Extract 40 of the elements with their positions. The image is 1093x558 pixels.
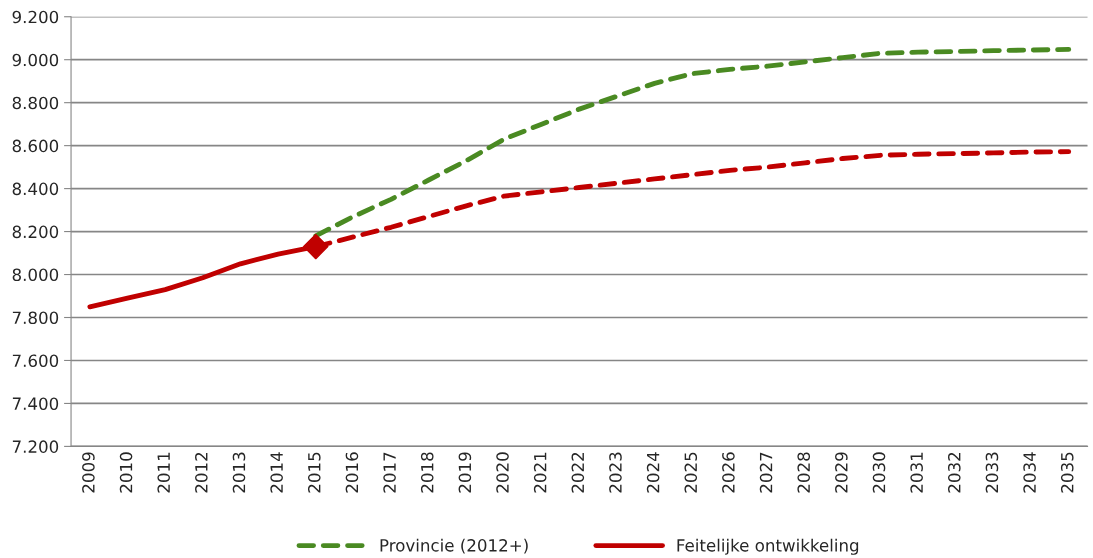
x-tick-label: 2022 <box>571 452 585 493</box>
x-tick-label: 2029 <box>835 452 848 493</box>
x-tick-label: 2020 <box>496 452 509 493</box>
x-tick-label: 2009 <box>82 452 95 493</box>
y-tick-label: 8.800 <box>12 96 59 110</box>
x-tick-label: 2027 <box>759 452 773 493</box>
x-tick-label: 2032 <box>948 452 961 493</box>
x-tick-label: 2012 <box>195 452 208 493</box>
y-tick-label: 8.600 <box>12 139 59 153</box>
x-tick-label: 2031 <box>910 452 923 493</box>
x-tick-label: 2030 <box>872 452 886 493</box>
x-tick-label: 2019 <box>458 452 472 493</box>
legend-label: Feitelijke ontwikkeling <box>677 538 859 555</box>
x-tick-label: 2034 <box>1023 452 1036 493</box>
x-tick-label: 2023 <box>609 452 622 493</box>
x-tick-label: 2033 <box>985 452 999 493</box>
x-tick-label: 2011 <box>157 452 170 493</box>
x-tick-label: 2035 <box>1060 452 1074 493</box>
y-tick-label: 8.200 <box>12 225 59 239</box>
y-tick-label: 8.400 <box>12 182 59 196</box>
x-tick-label: 2018 <box>420 452 434 493</box>
x-tick-label: 2015 <box>307 452 321 493</box>
x-tick-label: 2010 <box>119 452 133 493</box>
y-tick-label: 8.000 <box>12 268 59 282</box>
x-tick-label: 2025 <box>684 452 698 493</box>
x-tick-label: 2021 <box>533 452 547 493</box>
x-tick-label: 2016 <box>345 452 359 493</box>
x-tick-label: 2014 <box>270 452 283 493</box>
x-tick-label: 2013 <box>232 452 246 493</box>
y-tick-label: 9.000 <box>12 53 59 67</box>
legend-label: Provincie (2012+) <box>380 538 528 554</box>
x-tick-label: 2028 <box>797 452 811 493</box>
y-tick-label: 7.600 <box>12 354 59 368</box>
x-tick-label: 2017 <box>383 452 396 493</box>
x-tick-label: 2024 <box>646 452 660 493</box>
y-tick-label: 7.200 <box>12 440 59 453</box>
y-tick-label: 9.200 <box>12 10 59 24</box>
y-tick-label: 7.800 <box>12 311 59 325</box>
y-tick-label: 7.400 <box>12 397 59 410</box>
x-tick-label: 2026 <box>722 452 735 493</box>
